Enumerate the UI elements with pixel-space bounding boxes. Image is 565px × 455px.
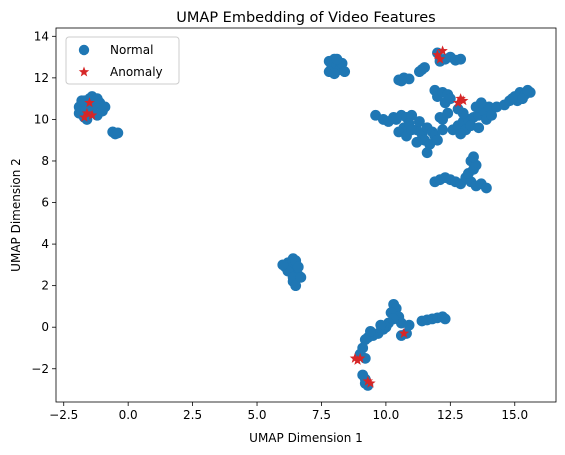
normal-point [432,134,443,146]
y-tick-label: 6 [41,196,49,210]
normal-point [455,128,467,140]
anomaly-point [84,97,95,108]
normal-point [468,151,479,163]
legend: Normal Anomaly [65,36,180,85]
y-tick-label: 8 [41,154,49,168]
normal-point [442,107,454,119]
y-tick-label: 2 [41,279,49,293]
normal-point [419,62,430,73]
x-tick-label: 7.5 [312,408,331,422]
legend-label-anomaly: Anomaly [110,65,163,79]
x-tick-label: 10.0 [373,408,400,422]
anomaly-point [79,111,90,122]
y-tick-label: 4 [41,237,49,251]
x-axis-label: UMAP Dimension 1 [249,431,363,445]
normal-point [359,334,371,346]
normal-point [76,95,88,107]
y-tick-label: 14 [34,29,49,43]
x-tick-label: −2.5 [49,408,78,422]
normal-point [473,122,485,134]
normal-point [375,319,387,331]
anomaly-point [457,95,469,106]
normal-point [99,101,111,113]
normal-point [290,280,302,292]
y-axis-label: UMAP Dimension 2 [9,158,23,272]
anomaly-point [432,49,443,60]
legend-normal-marker [78,44,90,56]
normal-point [295,271,307,283]
anomaly-point [86,109,98,120]
normal-point [112,127,124,139]
y-tick-label: −2 [31,362,49,376]
anomaly-point [81,107,93,118]
normal-point [506,93,518,105]
normal-point [439,313,451,325]
x-tick-label: 5.0 [247,408,266,422]
legend-anomaly-marker [78,66,90,77]
normal-point [522,84,534,96]
plot-frame [55,27,557,403]
legend-entries: Normal Anomaly [78,43,163,79]
y-tick-label: 0 [41,320,49,334]
normal-point [452,103,464,115]
normal-point [406,109,418,121]
normal-point [406,124,418,136]
normal-point [455,53,467,65]
y-tick-label: 12 [34,71,49,85]
anomaly-point [354,352,366,363]
normal-point [277,259,289,271]
normal-point [328,68,340,80]
normal-point [437,124,448,136]
anomaly-point [349,352,361,363]
x-axis-ticks: −2.5 0.0 2.5 5.0 7.5 10.0 12.5 15.0 [49,402,528,422]
chart-title: UMAP Embedding of Video Features [176,10,435,26]
anomaly-point [352,354,363,365]
normal-point [481,182,492,194]
points-layer [73,45,536,391]
normal-point [403,319,415,331]
x-tick-label: 0.0 [119,408,138,422]
normal-point [421,147,433,159]
anomaly-point [437,45,448,56]
normal-point [292,261,304,273]
y-axis-ticks: −2 0 2 4 6 8 10 12 14 [31,29,56,376]
y-tick-label: 10 [34,112,49,126]
anomaly-point [434,53,446,64]
x-tick-label: 15.0 [501,408,528,422]
anomaly-point [455,93,466,104]
anomaly-point [452,97,464,108]
normal-point [287,271,299,283]
normal-point [411,136,423,148]
x-tick-label: 2.5 [183,408,202,422]
normal-point [91,93,103,105]
normal-point [339,66,351,78]
normal-point [444,93,456,105]
normal-point [475,97,487,109]
anomaly-point [398,327,410,338]
normal-point [331,53,343,65]
series-anomaly [79,45,469,388]
anomaly-point [365,377,376,388]
normal-point [517,93,528,105]
normal-point [486,109,497,121]
legend-box [65,36,180,85]
normal-point [365,325,376,337]
normal-point [395,75,407,87]
normal-point [414,116,425,127]
normal-point [470,159,482,171]
legend-label-normal: Normal [110,43,153,57]
anomaly-point [362,375,374,386]
x-tick-label: 12.5 [437,408,464,422]
